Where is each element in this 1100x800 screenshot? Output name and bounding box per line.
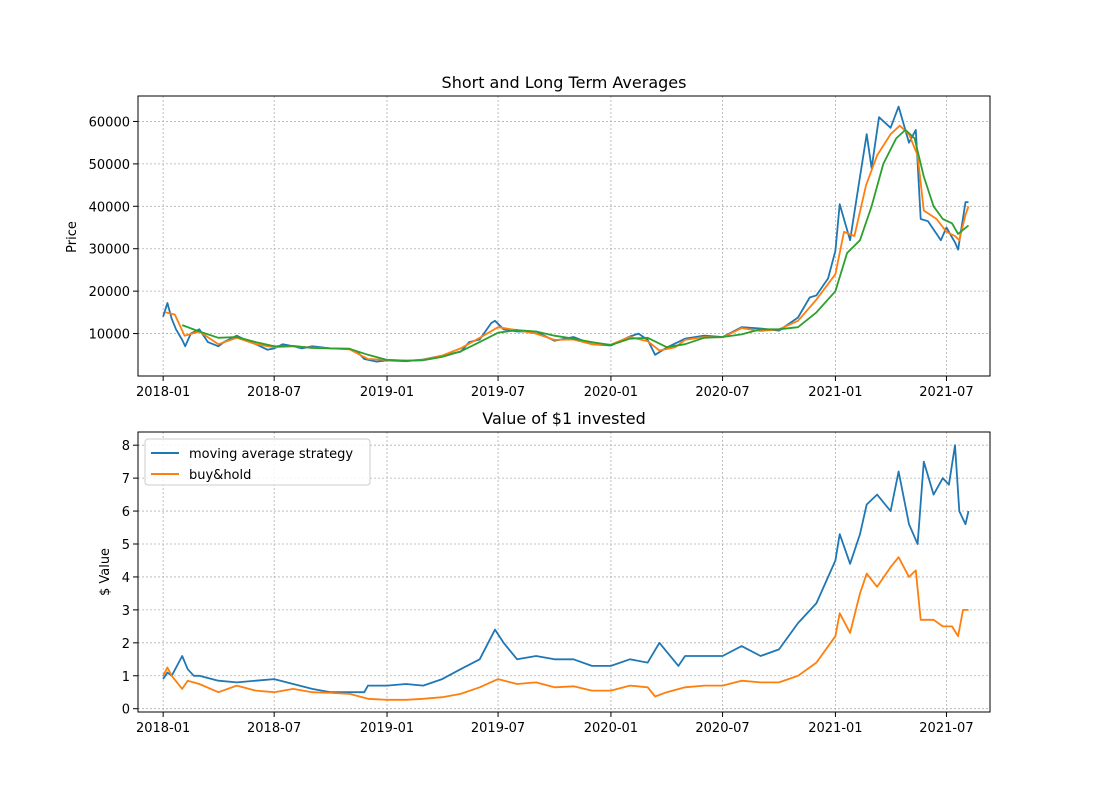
bottom-y-tick-label: 4 xyxy=(122,571,130,586)
bottom-y-tick-label: 0 xyxy=(122,703,130,718)
bottom-legend: moving average strategy buy&hold xyxy=(144,438,371,486)
top-x-tick-label: 2019-01 xyxy=(360,385,414,400)
bottom-x-tick-label: 2020-07 xyxy=(695,721,749,736)
top-x-tick-label: 2020-01 xyxy=(584,385,638,400)
top-x-tick-label: 2021-07 xyxy=(919,385,973,400)
top-axes-frame xyxy=(137,95,991,377)
bottom-y-tick-label: 5 xyxy=(122,538,130,553)
top-y-tick-label: 30000 xyxy=(89,243,130,258)
price-averages-panel: Short and Long Term Averages Price 2018-… xyxy=(65,73,991,400)
top-y-tick-label: 40000 xyxy=(89,200,130,215)
top-x-tick-label: 2018-01 xyxy=(136,385,190,400)
bottom-chart-ylabel: $ Value xyxy=(98,548,113,596)
bottom-y-tick-label: 2 xyxy=(122,637,130,652)
value-invested-panel: Value of $1 invested $ Value 2018-01 2018… xyxy=(98,409,991,736)
top-y-tick-label: 20000 xyxy=(89,285,130,300)
top-chart-ylabel: Price xyxy=(65,221,80,253)
bottom-series-line-1 xyxy=(162,556,969,701)
bottom-axes-frame xyxy=(137,431,991,713)
top-y-tick-label: 60000 xyxy=(89,115,130,130)
bottom-y-tick-label: 3 xyxy=(122,604,130,619)
bottom-x-tick-label: 2018-07 xyxy=(247,721,301,736)
legend-label-0: moving average strategy xyxy=(189,447,353,462)
top-x-tick-label: 2021-01 xyxy=(808,385,862,400)
bottom-x-tick-label: 2019-01 xyxy=(360,721,414,736)
bottom-x-tick-label: 2018-01 xyxy=(136,721,190,736)
top-x-tick-label: 2019-07 xyxy=(471,385,525,400)
bottom-y-tick-label: 7 xyxy=(122,472,130,487)
legend-label-1: buy&hold xyxy=(189,468,251,483)
bottom-chart-title: Value of $1 invested xyxy=(482,409,645,428)
top-y-tick-label: 10000 xyxy=(89,328,130,343)
top-chart-title: Short and Long Term Averages xyxy=(442,73,687,92)
bottom-y-tick-label: 1 xyxy=(122,670,130,685)
top-series-line-2 xyxy=(181,128,970,362)
top-x-tick-label: 2020-07 xyxy=(695,385,749,400)
bottom-x-tick-label: 2019-07 xyxy=(471,721,525,736)
legend-box xyxy=(144,438,371,486)
bottom-y-tick-label: 6 xyxy=(122,505,130,520)
bottom-x-tick-label: 2020-01 xyxy=(584,721,638,736)
top-x-tick-label: 2018-07 xyxy=(247,385,301,400)
bottom-series-line-0 xyxy=(162,444,970,694)
bottom-y-tick-label: 8 xyxy=(122,439,130,454)
bottom-x-tick-label: 2021-01 xyxy=(808,721,862,736)
top-y-tick-label: 50000 xyxy=(89,158,130,173)
bottom-x-tick-label: 2021-07 xyxy=(919,721,973,736)
